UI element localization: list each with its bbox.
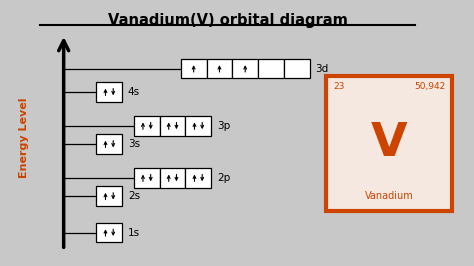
- Bar: [97, 82, 122, 102]
- Text: Energy Level: Energy Level: [19, 98, 29, 178]
- Text: 3d: 3d: [315, 64, 328, 73]
- Text: 3p: 3p: [217, 121, 230, 131]
- Text: Vanadium: Vanadium: [365, 191, 414, 201]
- Bar: [181, 59, 207, 78]
- Bar: [97, 223, 122, 242]
- Bar: [326, 76, 453, 211]
- Bar: [207, 59, 232, 78]
- Bar: [160, 116, 185, 136]
- Bar: [97, 134, 122, 154]
- Text: 3s: 3s: [128, 139, 140, 149]
- Text: 23: 23: [333, 82, 345, 91]
- Bar: [258, 59, 284, 78]
- Text: 50,942: 50,942: [414, 82, 446, 91]
- Bar: [185, 168, 211, 188]
- Text: 4s: 4s: [128, 87, 140, 97]
- Text: 1s: 1s: [128, 228, 140, 238]
- Text: Vanadium(V) orbital diagram: Vanadium(V) orbital diagram: [108, 13, 347, 28]
- Bar: [134, 116, 160, 136]
- Text: 2s: 2s: [128, 191, 140, 201]
- Bar: [97, 186, 122, 206]
- Text: 2p: 2p: [217, 173, 230, 183]
- Bar: [185, 116, 211, 136]
- Bar: [160, 168, 185, 188]
- Bar: [134, 168, 160, 188]
- Text: V: V: [371, 121, 408, 166]
- Bar: [284, 59, 310, 78]
- Bar: [232, 59, 258, 78]
- Bar: [326, 76, 453, 211]
